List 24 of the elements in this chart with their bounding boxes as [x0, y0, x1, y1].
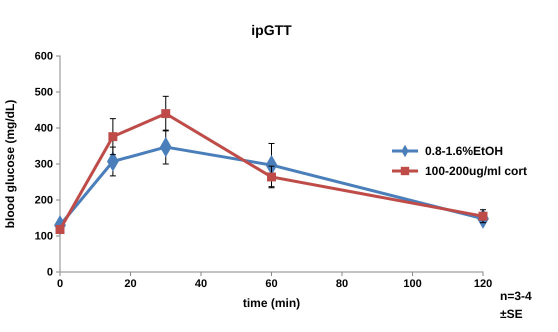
x-tick-label: 20 — [124, 278, 137, 290]
y-tick-label: 100 — [34, 230, 53, 243]
chart-title: ipGTT — [251, 22, 292, 38]
text: ±SE — [500, 307, 523, 321]
y-tick-label: 400 — [34, 122, 53, 135]
legend-label: 100-200ug/ml cort — [425, 164, 528, 178]
x-axis-title: time (min) — [242, 296, 300, 310]
y-tick-label: 0 — [46, 266, 53, 279]
x-tick-label: 60 — [265, 278, 278, 290]
x-tick-label: 0 — [56, 278, 64, 290]
text: n=3-4 — [500, 289, 532, 303]
y-tick-label: 600 — [34, 50, 53, 63]
y-tick-label: 500 — [34, 86, 53, 99]
point — [267, 172, 276, 182]
y-tick-label: 200 — [34, 194, 53, 207]
y-axis-title: blood glucose (mg/dL) — [3, 100, 17, 228]
x-tick-label: 40 — [194, 278, 208, 290]
x-tick-label: 120 — [474, 278, 492, 290]
y-tick-label: 300 — [34, 158, 53, 171]
x-tick-label: 80 — [336, 278, 348, 290]
point — [108, 132, 118, 142]
point — [161, 109, 170, 118]
x-tick-label: 100 — [403, 278, 422, 290]
legend-label: 0.8-1.6%EtOH — [425, 144, 504, 158]
